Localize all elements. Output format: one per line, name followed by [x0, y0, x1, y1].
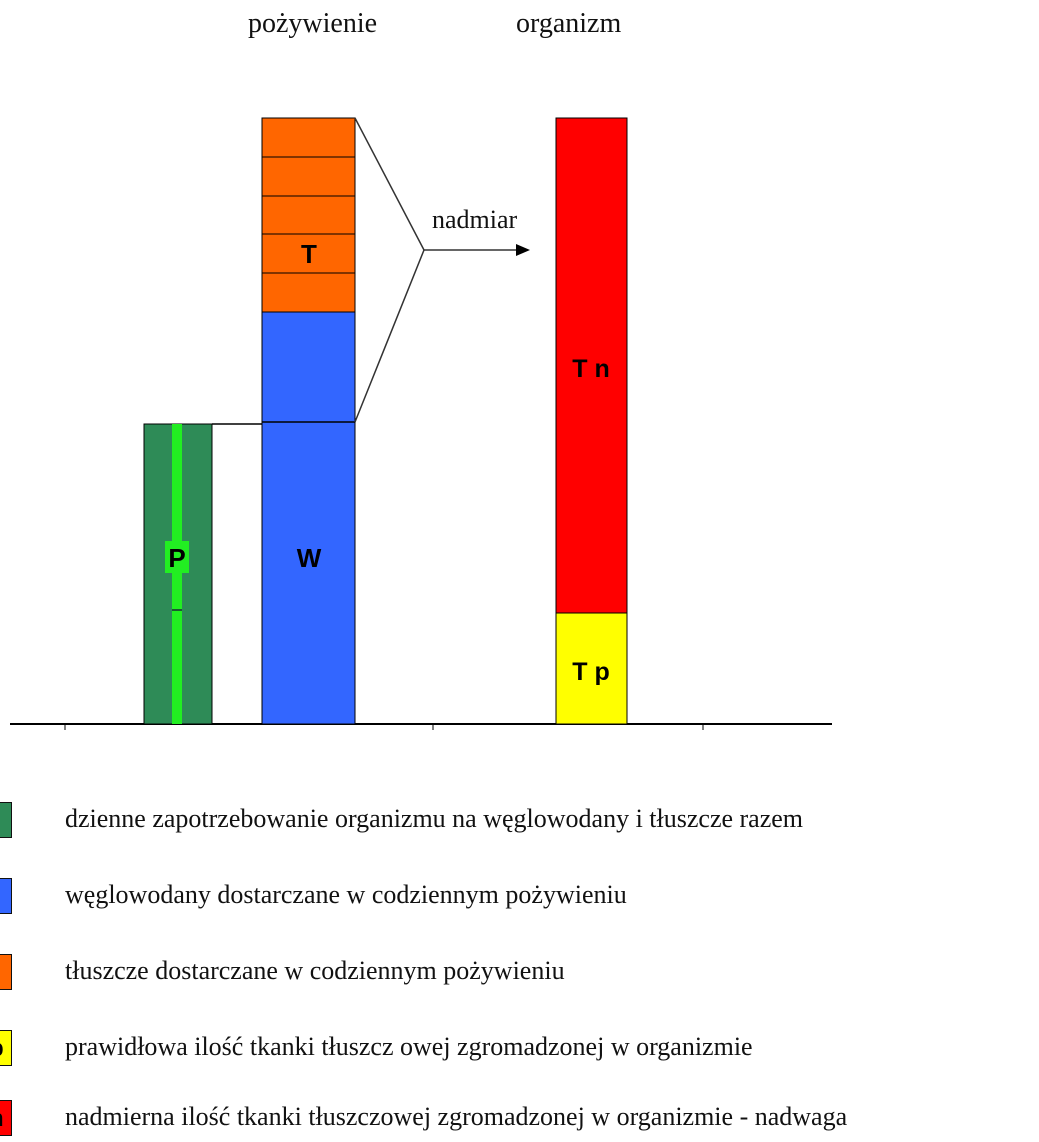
food-header: pożywienie [248, 8, 378, 39]
excess-fat-bar-label: T n [572, 355, 610, 383]
legend-swatch-letter: p [0, 1035, 4, 1063]
excess-fat-tissue-bar [555, 117, 628, 614]
excess-arrow-label: nadmiar [432, 205, 518, 234]
fats-bar [261, 117, 356, 313]
legend-swatch: n [0, 1100, 12, 1136]
normal-fat-bar-label: T p [572, 658, 610, 686]
requirement-bar-stripe [172, 424, 182, 724]
carbohydrates-bar [261, 311, 356, 725]
bar-diagram: P W T nadmiar T n T p [10, 117, 832, 730]
normal-fat-tissue-bar [555, 612, 628, 725]
legend-swatch [0, 878, 12, 914]
legend-swatch [0, 802, 12, 838]
fats-bar-label: T [301, 239, 317, 269]
organism-header: organizm [516, 8, 622, 39]
legend-text: tłuszcze dostarczane w codziennym pożywi… [65, 956, 565, 985]
legend-swatch-letter: n [0, 1105, 4, 1133]
requirement-label-bg [165, 541, 189, 573]
legend-swatch: p [0, 1030, 12, 1066]
excess-brace-bottom [354, 249, 425, 423]
legend-text: prawidłowa ilość tkanki tłuszcz owej zgr… [65, 1032, 753, 1061]
requirement-bar-label: P [168, 543, 185, 573]
legend-text: dzienne zapotrzebowanie organizmu na węg… [65, 804, 804, 833]
carbohydrates-bar-label: W [297, 543, 322, 573]
excess-brace-top [354, 117, 425, 251]
excess-arrow-head [516, 244, 530, 256]
legend-swatch [0, 954, 12, 990]
legend-text: nadmierna ilość tkanki tłuszczowej zgrom… [65, 1102, 848, 1131]
legend-text: węglowodany dostarczane w codziennym poż… [65, 880, 627, 909]
